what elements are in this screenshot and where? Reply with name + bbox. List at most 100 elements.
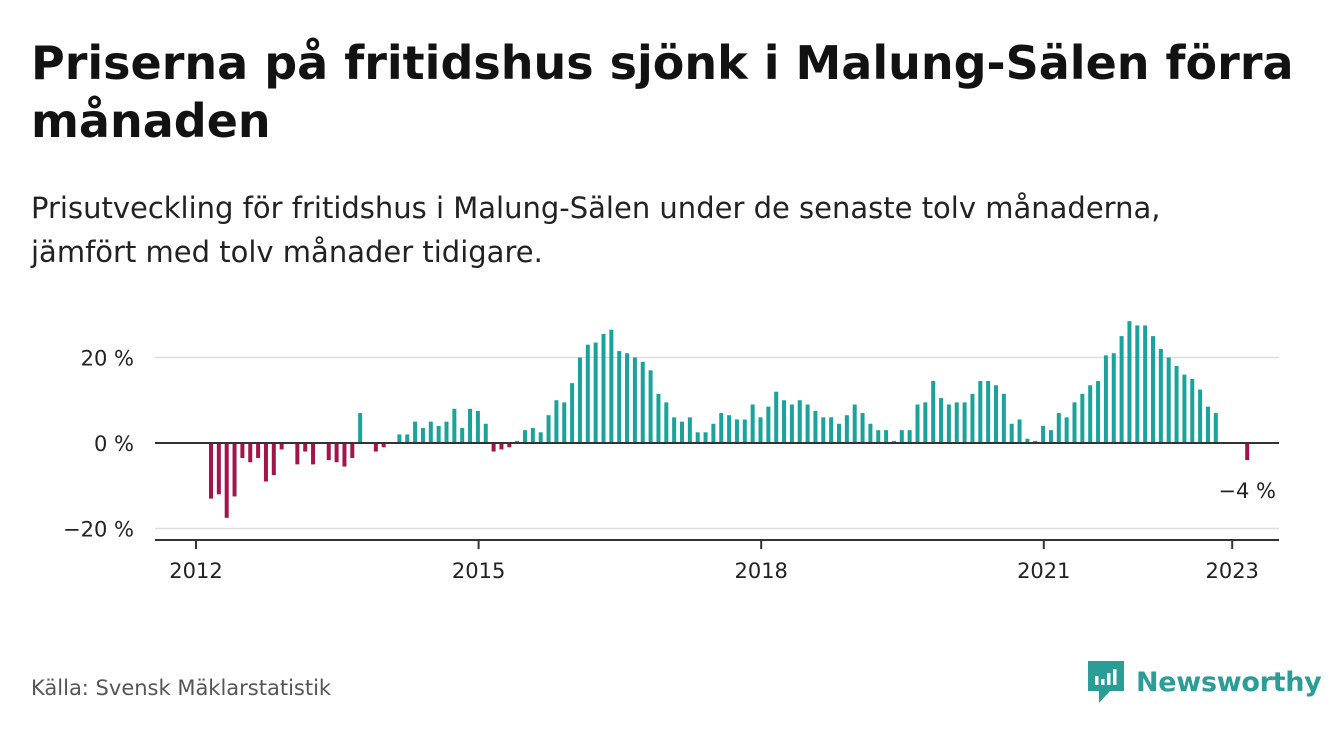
bar [570,383,575,443]
bar [1127,321,1132,443]
bar [734,419,739,443]
bar [632,357,637,443]
x-tick-label: 2023 [1205,559,1258,583]
bar [413,421,418,444]
bar [680,421,684,444]
bar [209,443,213,499]
bar [1096,381,1101,443]
bar [271,443,276,476]
bar [1245,443,1250,461]
chart-subtitle: Prisutveckling för fritidshus i Malung-S… [31,191,1161,269]
bar [554,400,559,443]
bar [939,398,944,443]
bar [978,381,983,443]
bar [687,417,692,443]
gridlines [155,356,1279,530]
brand-logo: Newsworthy [1088,660,1322,704]
bar [782,400,787,443]
x-tick-label: 2018 [734,559,787,583]
axes [155,442,1279,550]
bar [334,443,339,463]
bar [695,432,700,443]
bar [397,434,402,443]
bar [507,443,512,448]
bar [381,443,386,448]
bar [358,413,363,443]
bar [311,443,316,465]
bar [436,425,441,443]
bar [821,417,826,443]
bar [797,400,802,443]
y-tick-label: −20 % [63,518,134,542]
bar [962,402,967,443]
bar [946,404,951,443]
bar [758,417,763,443]
bar [248,443,253,463]
bar [523,430,527,444]
bar [1103,355,1108,443]
bar [1041,425,1046,443]
x-tick-label: 2015 [452,559,505,583]
bar [601,333,606,443]
bar [326,443,331,461]
bar [899,430,904,444]
bar [672,417,677,443]
bar [609,329,614,443]
bar [719,413,724,443]
bar [837,423,841,443]
bar-chart: −20 % 0 % 20 % 2012 2015 2018 2021 2023 −4 % [63,321,1279,583]
bar [703,432,708,443]
bar [640,361,645,443]
source-note: Källa: Svensk Mäklarstatistik [31,676,332,700]
bar [1048,430,1053,444]
bar [884,430,889,444]
bar [813,410,818,443]
newsworthy-logo-icon [1088,661,1124,703]
bar [923,402,928,443]
bar [1135,325,1140,443]
bar [515,440,520,443]
bar [224,443,229,518]
bar [475,410,480,443]
bar [829,417,834,443]
bar [907,430,912,444]
bar [891,440,896,443]
bar [444,421,449,444]
bar [711,423,716,443]
x-tick-label: 2012 [169,559,222,583]
bar [876,430,881,444]
bar [538,432,543,443]
bar [648,370,653,443]
bar [1143,325,1148,443]
bar [303,443,308,452]
bar [1182,374,1187,443]
bar [1190,378,1195,444]
bar [295,443,300,465]
bar [852,404,857,443]
bar [954,402,959,443]
bar [766,406,771,443]
bar [742,419,747,443]
bar [1072,402,1077,443]
bar [1119,336,1124,444]
bar [1080,393,1085,443]
bar [805,404,810,443]
bar [1158,348,1163,443]
bar [789,404,794,443]
bar [664,402,669,443]
bar [530,428,535,443]
x-tick-label: 2021 [1017,559,1070,583]
bar [1001,393,1006,443]
bar [216,443,221,495]
bar [750,404,755,443]
bar [585,344,590,444]
bar [593,342,598,443]
bar [342,443,347,467]
bar [1064,417,1069,443]
bar [1198,389,1203,443]
bar [1025,438,1030,444]
bar [844,415,849,443]
bar [1166,357,1171,443]
brand-name: Newsworthy [1136,666,1322,698]
chart-title: Priserna på fritidshus sjönk i Malung-Sä… [31,36,1294,148]
